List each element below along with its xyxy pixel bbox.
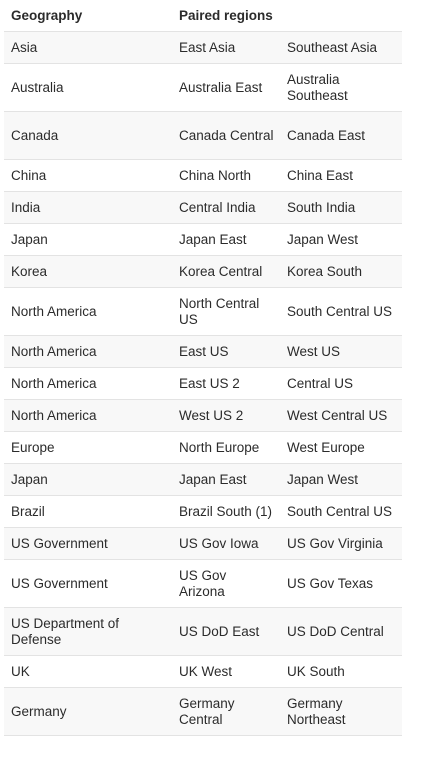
paired-region-cell: Japan West: [280, 223, 402, 256]
primary-region-cell: Australia East: [172, 63, 280, 112]
primary-region-cell: East Asia: [172, 31, 280, 64]
paired-region-cell: South Central US: [280, 287, 402, 336]
geography-cell: US Department of Defense: [4, 607, 172, 656]
table-row: India Central India South India: [4, 191, 402, 224]
table-row: Canada Canada Central Canada East: [4, 111, 402, 160]
primary-region-cell: US DoD East: [172, 607, 280, 656]
table-row: Asia East Asia Southeast Asia: [4, 31, 402, 64]
paired-region-cell: South Central US: [280, 495, 402, 528]
paired-region-cell: West US: [280, 335, 402, 368]
paired-regions-table: Geography Paired regions Asia East Asia …: [4, 0, 402, 736]
table-row: Japan Japan East Japan West: [4, 463, 402, 496]
primary-region-cell: Central India: [172, 191, 280, 224]
geography-cell: US Government: [4, 527, 172, 560]
table-row: UK UK West UK South: [4, 655, 402, 688]
primary-region-cell: East US: [172, 335, 280, 368]
geography-cell: North America: [4, 287, 172, 336]
geography-cell: Japan: [4, 463, 172, 496]
table-header-row: Geography Paired regions: [4, 0, 402, 32]
primary-region-cell: North Europe: [172, 431, 280, 464]
geography-cell: Korea: [4, 255, 172, 288]
primary-region-cell: Canada Central: [172, 111, 280, 160]
primary-region-cell: US Gov Iowa: [172, 527, 280, 560]
paired-region-cell: UK South: [280, 655, 402, 688]
table-row: North America East US 2 Central US: [4, 367, 402, 400]
paired-region-cell: US Gov Texas: [280, 559, 402, 608]
primary-region-cell: Germany Central: [172, 687, 280, 736]
table-row: Korea Korea Central Korea South: [4, 255, 402, 288]
geography-cell: Germany: [4, 687, 172, 736]
geography-cell: UK: [4, 655, 172, 688]
table-row: Europe North Europe West Europe: [4, 431, 402, 464]
header-paired-regions-continued: [280, 0, 402, 32]
geography-cell: North America: [4, 367, 172, 400]
paired-region-cell: Germany Northeast: [280, 687, 402, 736]
primary-region-cell: Japan East: [172, 223, 280, 256]
geography-cell: US Government: [4, 559, 172, 608]
table-row: North America East US West US: [4, 335, 402, 368]
paired-region-cell: Korea South: [280, 255, 402, 288]
paired-region-cell: Japan West: [280, 463, 402, 496]
primary-region-cell: Korea Central: [172, 255, 280, 288]
primary-region-cell: West US 2: [172, 399, 280, 432]
paired-region-cell: South India: [280, 191, 402, 224]
paired-regions-table-container: Geography Paired regions Asia East Asia …: [4, 0, 402, 736]
geography-cell: China: [4, 159, 172, 192]
primary-region-cell: US Gov Arizona: [172, 559, 280, 608]
table-row: Brazil Brazil South (1) South Central US: [4, 495, 402, 528]
header-paired-regions: Paired regions: [172, 0, 280, 32]
paired-region-cell: Southeast Asia: [280, 31, 402, 64]
primary-region-cell: Brazil South (1): [172, 495, 280, 528]
paired-region-cell: Australia Southeast: [280, 63, 402, 112]
geography-cell: North America: [4, 399, 172, 432]
geography-cell: Brazil: [4, 495, 172, 528]
paired-region-cell: West Central US: [280, 399, 402, 432]
table-row: North America North Central US South Cen…: [4, 287, 402, 336]
table-row: Japan Japan East Japan West: [4, 223, 402, 256]
geography-cell: North America: [4, 335, 172, 368]
paired-region-cell: West Europe: [280, 431, 402, 464]
primary-region-cell: UK West: [172, 655, 280, 688]
table-row: US Department of Defense US DoD East US …: [4, 607, 402, 656]
table-row: Germany Germany Central Germany Northeas…: [4, 687, 402, 736]
paired-region-cell: US Gov Virginia: [280, 527, 402, 560]
geography-cell: India: [4, 191, 172, 224]
geography-cell: Australia: [4, 63, 172, 112]
primary-region-cell: East US 2: [172, 367, 280, 400]
paired-region-cell: US DoD Central: [280, 607, 402, 656]
primary-region-cell: Japan East: [172, 463, 280, 496]
geography-cell: Asia: [4, 31, 172, 64]
geography-cell: Europe: [4, 431, 172, 464]
primary-region-cell: North Central US: [172, 287, 280, 336]
primary-region-cell: China North: [172, 159, 280, 192]
table-row: US Government US Gov Iowa US Gov Virgini…: [4, 527, 402, 560]
header-geography: Geography: [4, 0, 172, 32]
table-row: North America West US 2 West Central US: [4, 399, 402, 432]
paired-region-cell: China East: [280, 159, 402, 192]
paired-region-cell: Central US: [280, 367, 402, 400]
geography-cell: Japan: [4, 223, 172, 256]
paired-region-cell: Canada East: [280, 111, 402, 160]
geography-cell: Canada: [4, 111, 172, 160]
table-row: US Government US Gov Arizona US Gov Texa…: [4, 559, 402, 608]
table-row: Australia Australia East Australia South…: [4, 63, 402, 112]
table-row: China China North China East: [4, 159, 402, 192]
